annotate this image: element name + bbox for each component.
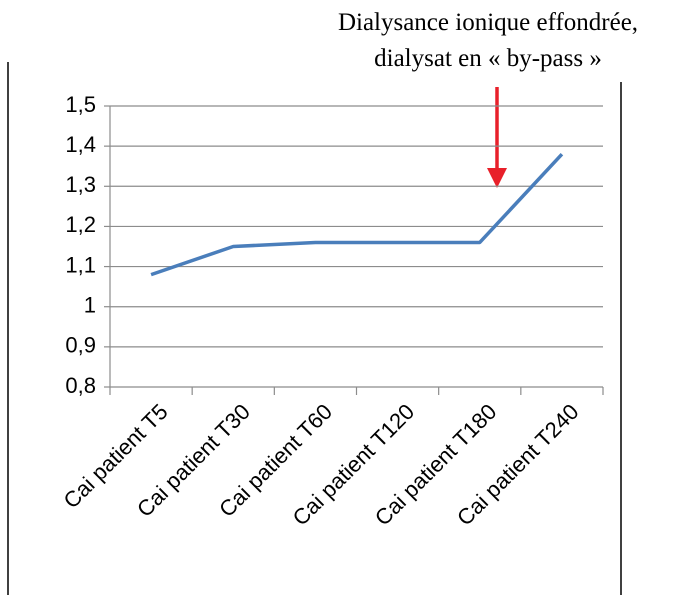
annotation: dialysat en « by-pass » [374, 45, 602, 72]
y-tick-label: 0,8 [65, 373, 96, 398]
y-tick-label: 1,2 [65, 212, 96, 237]
data-line [150, 152, 564, 277]
y-tick-label: 1,5 [65, 92, 96, 117]
y-tick-label: 0,9 [65, 333, 96, 358]
y-tick-label: 1,4 [65, 132, 96, 157]
y-tick-label: 1 [84, 293, 96, 318]
arrow-head [487, 168, 507, 188]
y-tick-label: 1,3 [65, 172, 96, 197]
annotation: Dialysance ionique effondrée, [338, 9, 638, 36]
y-tick-label: 1,1 [65, 252, 96, 277]
